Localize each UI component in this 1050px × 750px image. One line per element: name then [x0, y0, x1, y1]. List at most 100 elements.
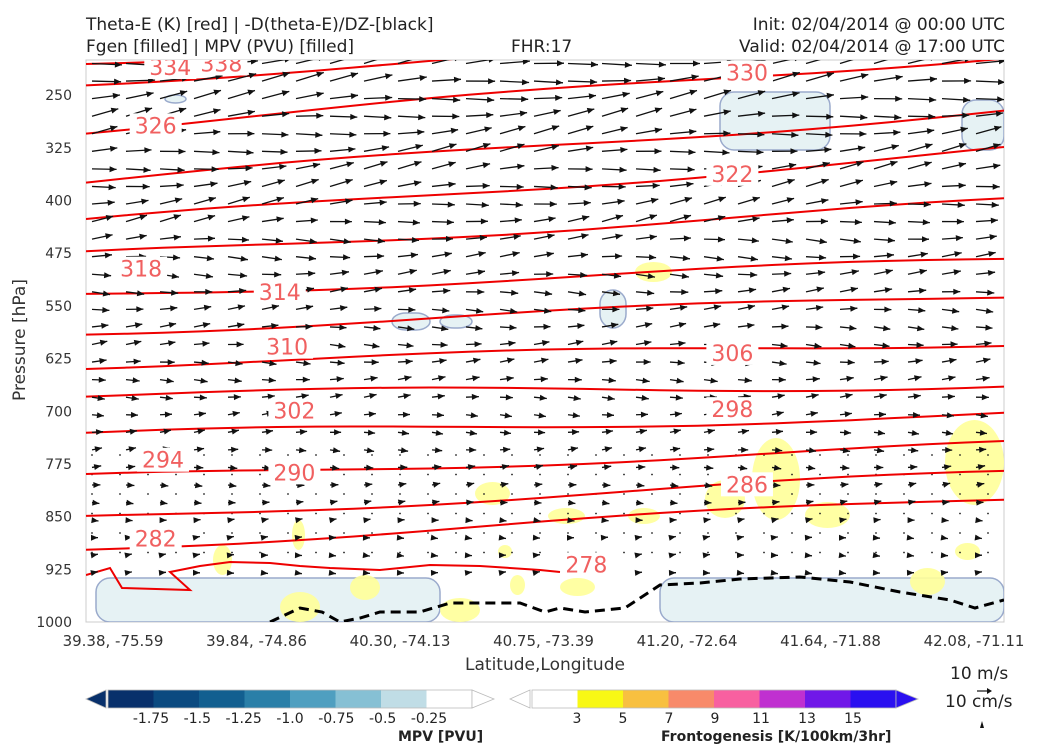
- vector-head: [947, 393, 955, 400]
- vector-head: [838, 569, 846, 576]
- vector-head: [260, 552, 268, 559]
- vector-head: [378, 219, 386, 226]
- vector-head: [605, 428, 613, 435]
- vector-head: [622, 91, 630, 98]
- vector-head: [93, 482, 101, 488]
- vector-head: [568, 499, 576, 506]
- vector-head: [942, 481, 951, 488]
- stability-dot: [819, 551, 821, 554]
- vector-head: [409, 268, 417, 275]
- stability-dot: [455, 551, 457, 554]
- vector-head: [810, 410, 818, 417]
- vector-head: [173, 234, 181, 241]
- y-tick-label: 475: [45, 246, 72, 262]
- vector-head: [540, 376, 548, 383]
- vector-head: [688, 108, 697, 114]
- vector-head: [477, 288, 485, 295]
- vector-head: [979, 429, 987, 436]
- colorbar-tick-label: 13: [798, 711, 816, 727]
- vector-head: [913, 393, 921, 400]
- vector-head: [950, 341, 958, 348]
- y-tick-label: 1000: [36, 615, 72, 631]
- vector-head: [328, 534, 336, 541]
- theta-e-contour-label: 314: [259, 281, 301, 306]
- vector-head: [517, 143, 525, 150]
- vector-head: [855, 179, 863, 185]
- vector-head: [538, 429, 546, 436]
- vector-head: [747, 304, 755, 311]
- vector-head: [908, 481, 917, 488]
- x-tick-label: 40.30, -74.13: [350, 632, 451, 650]
- vector-head: [825, 131, 833, 138]
- mpv-colorbar-title: MPV [PVU]: [398, 729, 483, 745]
- vector-head: [265, 446, 273, 453]
- stability-dot: [595, 454, 597, 456]
- vector-head: [308, 270, 316, 277]
- vector-head: [308, 255, 316, 262]
- theta-e-contour: [86, 60, 242, 65]
- vector-head: [112, 92, 120, 99]
- theta-e-contour: [86, 109, 1004, 184]
- colorbar-tick-label: -0.25: [411, 711, 447, 727]
- stability-dot: [791, 454, 793, 456]
- colorbar-min-arrow: [85, 689, 107, 709]
- vector-head: [281, 90, 290, 97]
- theta-e-labels: 334 338 330 326 322 318 314 310 306 302 298 294 290 2…: [115, 60, 773, 578]
- vector-head: [101, 322, 109, 329]
- vector-head: [482, 182, 490, 189]
- vector-head: [674, 411, 682, 418]
- stability-dots: [91, 454, 989, 554]
- vector-head: [928, 113, 936, 120]
- vector-head: [678, 322, 687, 328]
- vector-head: [650, 197, 659, 204]
- vector-head: [536, 446, 545, 453]
- vector-head: [310, 217, 318, 224]
- vector-head: [683, 235, 691, 242]
- vector-head: [654, 107, 663, 114]
- vector-head: [417, 129, 425, 136]
- stability-dot: [399, 493, 401, 495]
- vector-head: [828, 60, 830, 61]
- vector-head: [974, 570, 982, 576]
- vector-head: [369, 393, 377, 399]
- vector-head: [958, 162, 966, 168]
- vector-head: [431, 517, 439, 524]
- stability-dot: [595, 473, 597, 476]
- vector-head: [916, 342, 924, 348]
- stability-dot: [539, 532, 541, 534]
- vector-head: [637, 482, 645, 489]
- stability-dot: [763, 551, 765, 554]
- vector-head: [412, 219, 420, 226]
- vector-head: [702, 535, 710, 541]
- vector-head: [984, 340, 992, 347]
- stability-dot: [651, 532, 653, 534]
- vector-head: [668, 569, 676, 576]
- vector-head: [294, 569, 302, 576]
- stability-dot: [427, 551, 429, 554]
- vector-head: [282, 71, 290, 78]
- stability-dot: [763, 512, 765, 515]
- vector-head: [370, 375, 378, 382]
- vector-head: [551, 125, 560, 131]
- vector-head: [413, 200, 421, 207]
- stability-dot: [119, 551, 121, 554]
- vector-head: [979, 446, 987, 453]
- stability-dot: [203, 551, 205, 554]
- vector-head: [469, 446, 477, 453]
- vector-head: [448, 143, 457, 149]
- stability-dot: [819, 512, 821, 515]
- vector-head: [373, 325, 381, 331]
- vector-head: [860, 73, 869, 79]
- vector-head: [990, 217, 998, 224]
- init-time: Init: 02/04/2014 @ 00:00 UTC: [752, 15, 1005, 35]
- vector-head: [675, 394, 683, 401]
- vector-head: [641, 394, 649, 401]
- vector-head: [430, 552, 438, 559]
- vector-head: [141, 198, 149, 205]
- vector-head: [99, 358, 107, 364]
- vector-head: [534, 499, 542, 506]
- vector-head: [295, 517, 303, 524]
- vector-head: [159, 517, 167, 524]
- vector-head: [171, 273, 179, 279]
- vector-head: [430, 569, 438, 576]
